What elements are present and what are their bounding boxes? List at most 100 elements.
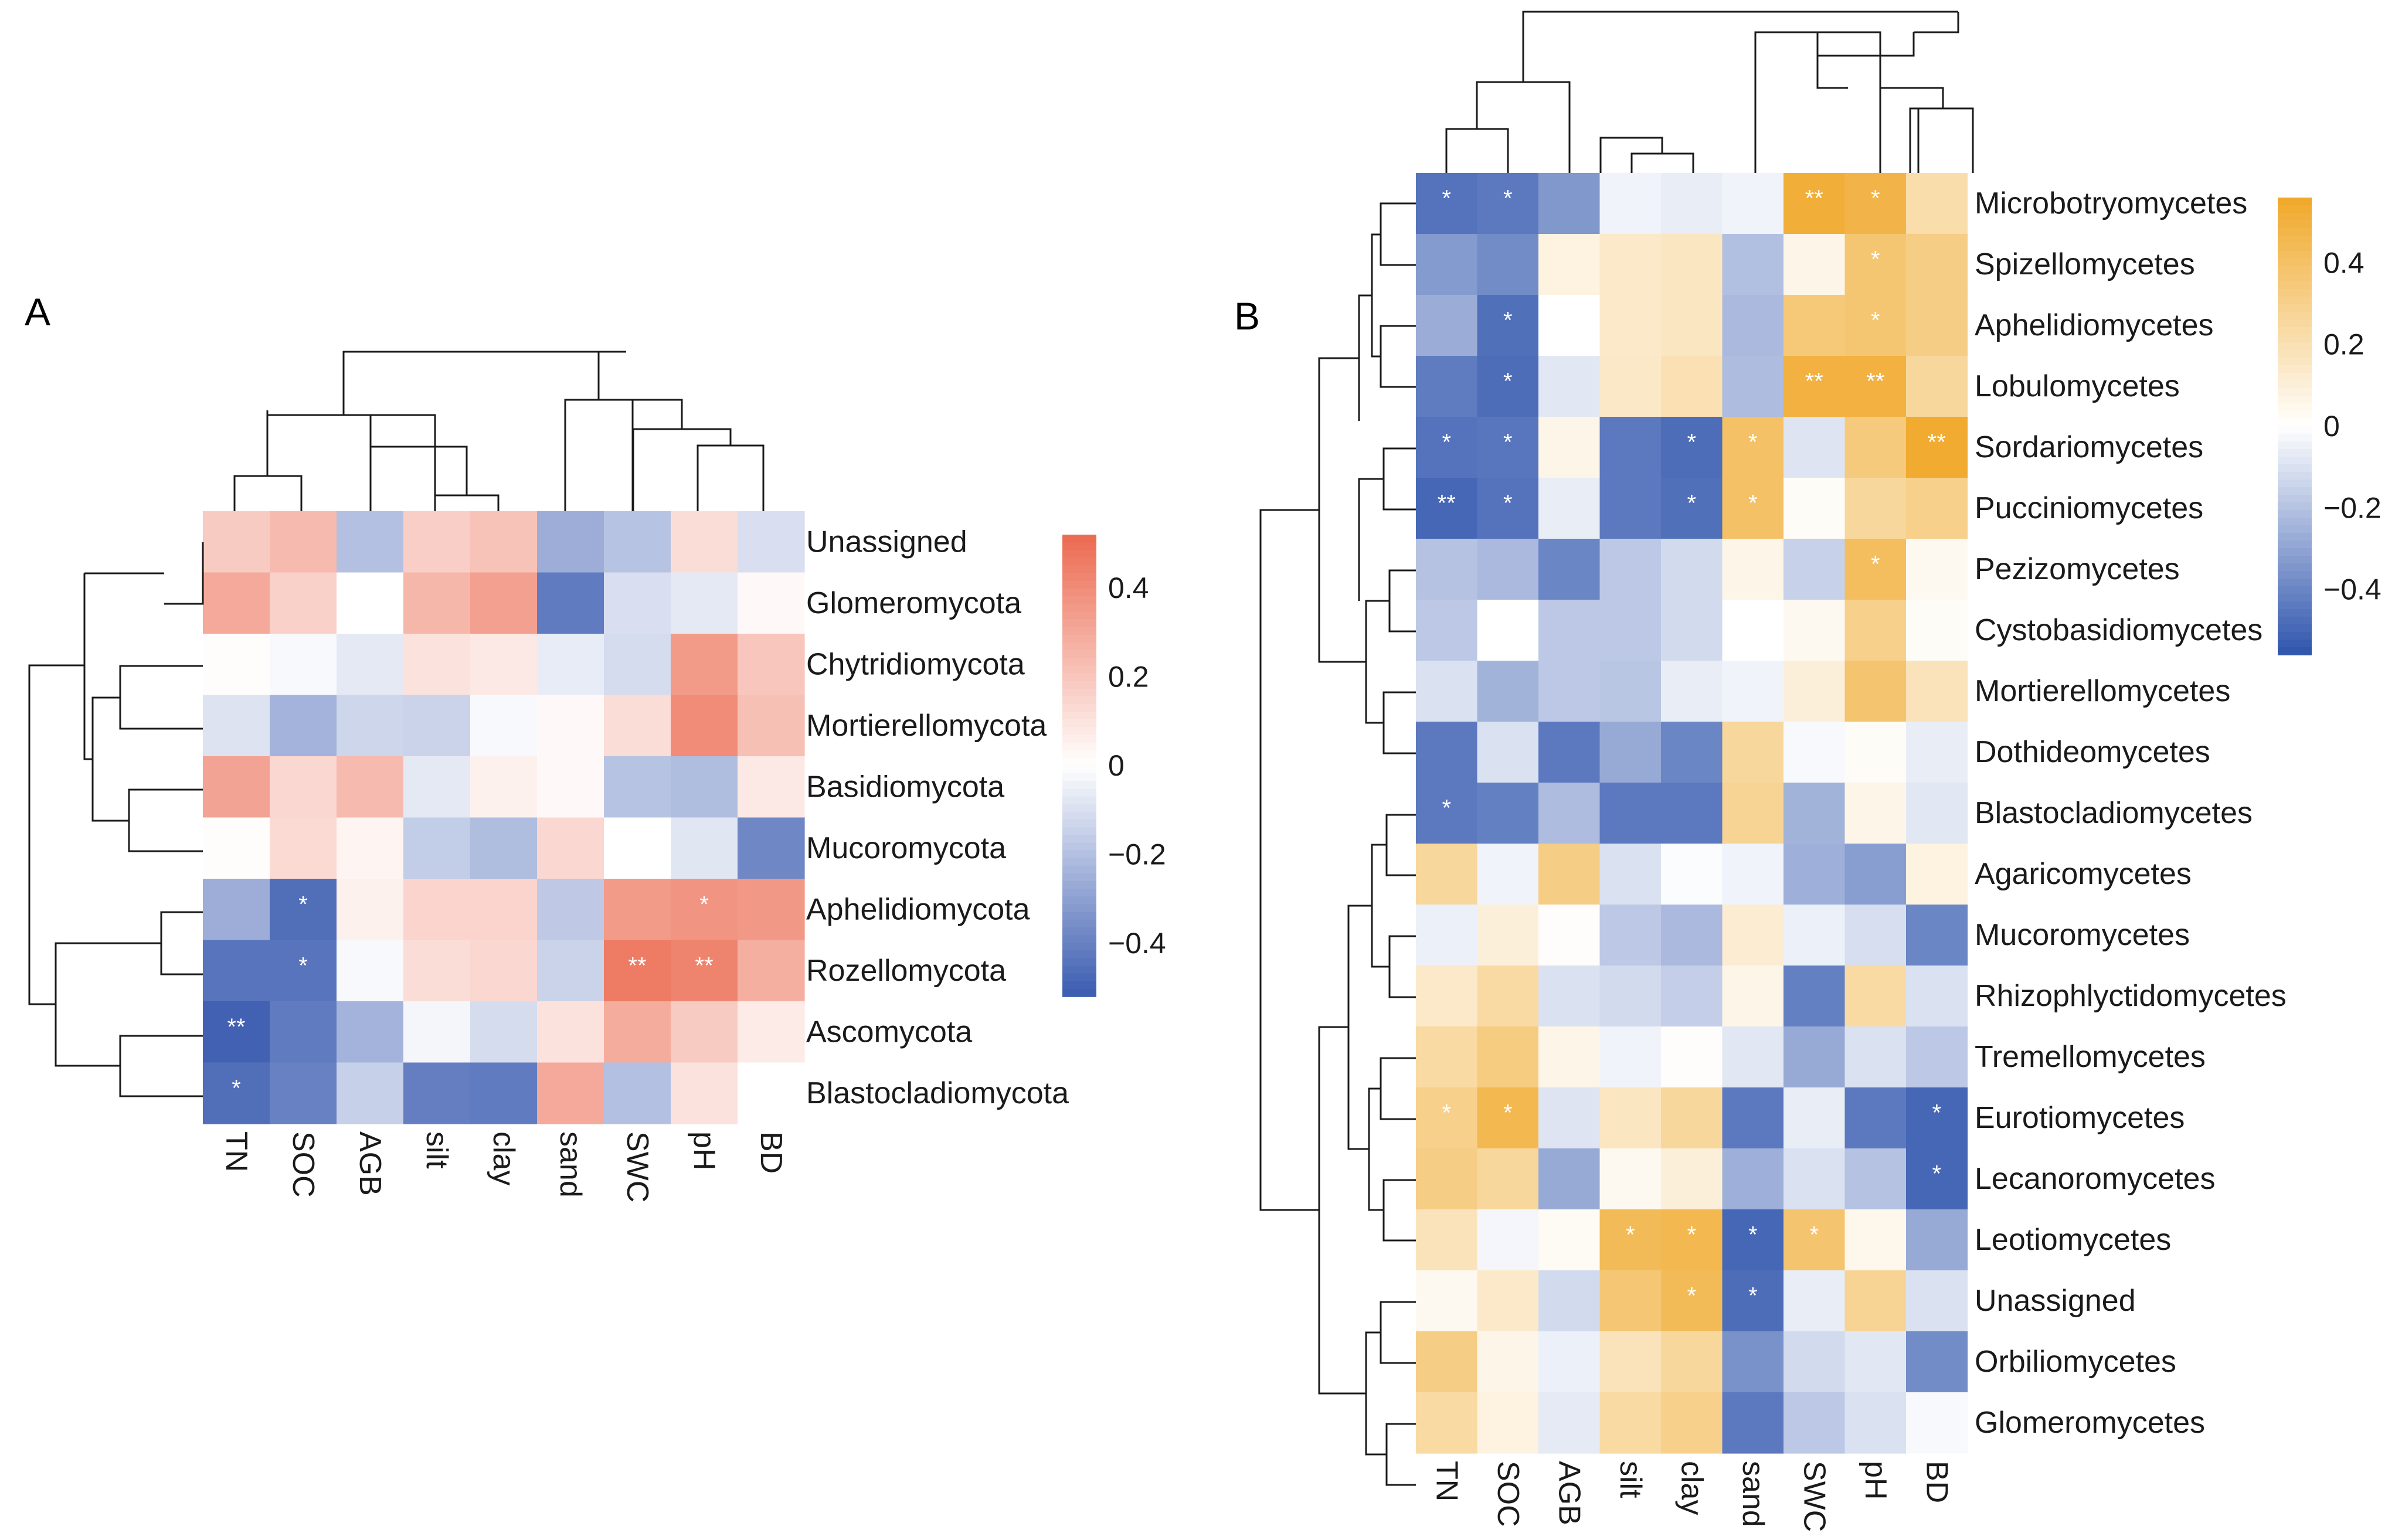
heatmap-a-row-dendrogram bbox=[28, 542, 204, 1097]
heatmap-cell bbox=[1844, 905, 1907, 966]
legend-tick-label: 0 bbox=[1108, 749, 1125, 782]
heatmap-cell bbox=[1906, 966, 1968, 1027]
heatmap-cell bbox=[604, 940, 671, 1002]
legend-color-step bbox=[2278, 251, 2312, 259]
heatmap-cell bbox=[1599, 1209, 1662, 1271]
legend-tick-label: 0.4 bbox=[1108, 572, 1149, 604]
legend-color-step bbox=[1062, 611, 1096, 620]
heatmap-cell bbox=[1906, 539, 1968, 600]
legend-color-step bbox=[1062, 881, 1096, 889]
heatmap-cell bbox=[1599, 1148, 1662, 1210]
heatmap-cell bbox=[1844, 1209, 1907, 1271]
heatmap-cell bbox=[337, 1062, 404, 1124]
legend-color-step bbox=[2278, 502, 2312, 511]
heatmap-cell bbox=[537, 879, 604, 941]
column-label: pH bbox=[687, 1131, 721, 1170]
heatmap-cell bbox=[1538, 966, 1601, 1027]
legend-color-step bbox=[2278, 198, 2312, 206]
panel-label-a: A bbox=[25, 290, 50, 334]
heatmap-cell bbox=[1844, 356, 1907, 417]
heatmap-cell bbox=[604, 817, 671, 879]
legend-color-step bbox=[1062, 735, 1096, 743]
heatmap-cell bbox=[1477, 661, 1539, 722]
heatmap-cell bbox=[1416, 295, 1478, 356]
heatmap-cell bbox=[1538, 1026, 1601, 1088]
significance-marker: * bbox=[1442, 430, 1451, 455]
legend-color-step bbox=[2278, 426, 2312, 434]
legend-color-step bbox=[1062, 973, 1096, 982]
legend-color-step bbox=[1062, 850, 1096, 859]
heatmap-cell bbox=[1722, 600, 1784, 661]
heatmap-cell bbox=[270, 695, 337, 757]
legend-color-step bbox=[2278, 403, 2312, 412]
legend-color-step bbox=[1062, 943, 1096, 951]
significance-marker: * bbox=[1687, 430, 1696, 455]
heatmap-cell bbox=[1783, 1392, 1846, 1454]
heatmap-b-legend: 0.4 0.2 0 −0.2 −0.4 bbox=[2278, 198, 2382, 655]
legend-color-step bbox=[1062, 858, 1096, 866]
heatmap-cell bbox=[470, 695, 538, 757]
heatmap-cell bbox=[337, 695, 404, 757]
legend-color-step bbox=[1062, 535, 1096, 543]
heatmap-cell bbox=[1906, 234, 1968, 295]
heatmap-cell bbox=[1783, 295, 1846, 356]
column-label: SOC bbox=[1491, 1461, 1525, 1527]
heatmap-cell bbox=[403, 1062, 471, 1124]
heatmap-cell bbox=[1906, 1209, 1968, 1271]
row-label: Glomeromycetes bbox=[1975, 1406, 2205, 1440]
legend-color-step bbox=[2278, 594, 2312, 602]
heatmap-cell bbox=[738, 511, 805, 573]
legend-color-step bbox=[1062, 904, 1096, 913]
significance-marker: * bbox=[1748, 1222, 1758, 1248]
legend-color-step bbox=[1062, 550, 1096, 559]
heatmap-cell bbox=[1906, 1148, 1968, 1210]
heatmap-cell bbox=[1416, 356, 1478, 417]
heatmap-cell bbox=[1722, 539, 1784, 600]
heatmap-cell bbox=[1661, 539, 1723, 600]
heatmap-cell bbox=[1722, 722, 1784, 783]
column-label: sand bbox=[553, 1131, 587, 1198]
panel-label-b: B bbox=[1234, 294, 1260, 338]
significance-marker: ** bbox=[1928, 430, 1946, 455]
legend-color-step bbox=[1062, 742, 1096, 751]
heatmap-cell bbox=[1416, 1026, 1478, 1088]
legend-color-step bbox=[2278, 525, 2312, 533]
heatmap-cell bbox=[1416, 600, 1478, 661]
heatmap-cell bbox=[1722, 1087, 1784, 1149]
significance-marker: * bbox=[1748, 430, 1758, 455]
heatmap-a-cells bbox=[203, 511, 805, 1124]
heatmap-cell bbox=[1783, 722, 1846, 783]
heatmap-b-significance: * * ** *** ** ** *** * * * **** * * **** * *** * * ** * bbox=[1438, 186, 1946, 1309]
heatmap-cell bbox=[1722, 844, 1784, 905]
significance-marker: * bbox=[1748, 1283, 1758, 1309]
heatmap-cell bbox=[270, 940, 337, 1002]
heatmap-cell bbox=[403, 572, 471, 634]
legend-color-step bbox=[2278, 647, 2312, 655]
heatmap-cell bbox=[1538, 478, 1601, 539]
heatmap-cell bbox=[1416, 661, 1478, 722]
row-label: Cystobasidiomycetes bbox=[1975, 613, 2262, 647]
heatmap-cell bbox=[1416, 1087, 1478, 1149]
legend-color-step bbox=[2278, 548, 2312, 556]
legend-color-step bbox=[2278, 495, 2312, 503]
heatmap-cell bbox=[203, 756, 270, 818]
heatmap-cell bbox=[1844, 1331, 1907, 1393]
heatmap-cell bbox=[270, 634, 337, 696]
column-label: BD bbox=[1920, 1461, 1954, 1503]
row-label: Microbotryomycetes bbox=[1975, 186, 2247, 220]
heatmap-cell bbox=[1906, 1392, 1968, 1454]
heatmap-cell bbox=[203, 940, 270, 1002]
heatmap-cell bbox=[337, 511, 404, 573]
column-label: SWC bbox=[1797, 1461, 1831, 1532]
column-label: TN bbox=[1429, 1461, 1463, 1501]
heatmap-cell bbox=[537, 756, 604, 818]
heatmap-cell bbox=[1538, 539, 1601, 600]
heatmap-cell bbox=[1599, 600, 1662, 661]
heatmap-cell bbox=[604, 511, 671, 573]
column-label: SOC bbox=[286, 1131, 320, 1198]
heatmap-cell bbox=[203, 817, 270, 879]
heatmap-cell bbox=[604, 879, 671, 941]
legend-color-step bbox=[1062, 703, 1096, 712]
heatmap-panel-b: * * ** *** ** ** *** * * * **** * * **** * *** * * ** * Mic… bbox=[1259, 11, 2382, 1532]
heatmap-cell bbox=[1906, 1026, 1968, 1088]
